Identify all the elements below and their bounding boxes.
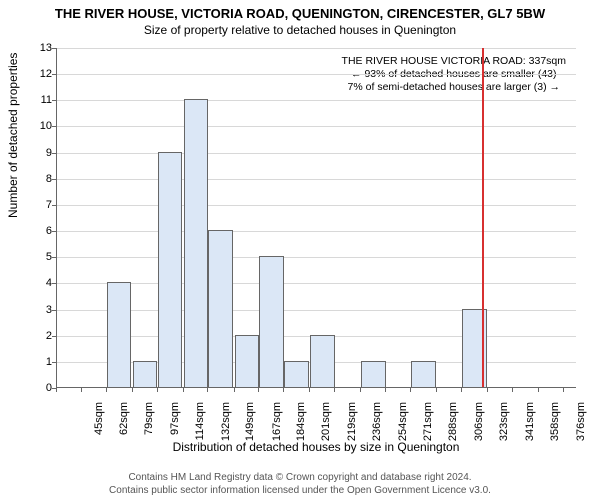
gridline (57, 179, 576, 180)
x-tick-mark (207, 388, 208, 392)
x-tick-mark (512, 388, 513, 392)
x-tick-mark (538, 388, 539, 392)
y-tick-label: 6 (12, 225, 52, 237)
histogram-bar (158, 152, 183, 387)
x-tick-mark (81, 388, 82, 392)
gridline (57, 205, 576, 206)
gridline (57, 283, 576, 284)
x-axis-label: Distribution of detached houses by size … (173, 440, 460, 454)
gridline (57, 48, 576, 49)
x-tick-mark (56, 388, 57, 392)
histogram-bar (133, 361, 158, 387)
x-tick-mark (132, 388, 133, 392)
x-tick-mark (360, 388, 361, 392)
x-tick-mark (309, 388, 310, 392)
histogram-bar (361, 361, 386, 387)
x-tick-mark (436, 388, 437, 392)
chart-title-secondary: Size of property relative to detached ho… (0, 21, 600, 37)
gridline (57, 74, 576, 75)
histogram-bar (259, 256, 284, 387)
x-tick-mark (283, 388, 284, 392)
gridline (57, 126, 576, 127)
y-tick-label: 5 (12, 251, 52, 263)
chart-title-primary: THE RIVER HOUSE, VICTORIA ROAD, QUENINGT… (0, 0, 600, 21)
x-tick-mark (461, 388, 462, 392)
y-tick-label: 0 (12, 382, 52, 394)
gridline (57, 153, 576, 154)
histogram-bar (107, 282, 132, 387)
marker-line (482, 48, 484, 387)
gridline (57, 100, 576, 101)
x-tick-mark (487, 388, 488, 392)
footer-line-1: Contains HM Land Registry data © Crown c… (0, 472, 600, 485)
histogram-bar (235, 335, 260, 387)
y-tick-label: 2 (12, 330, 52, 342)
histogram-bar (411, 361, 436, 387)
x-tick-mark (183, 388, 184, 392)
chart-stage: 01234567891011121345sqm62sqm79sqm97sqm11… (0, 40, 600, 450)
x-tick-mark (258, 388, 259, 392)
histogram-bar (310, 335, 335, 387)
x-tick-mark (234, 388, 235, 392)
gridline (57, 231, 576, 232)
y-tick-label: 1 (12, 356, 52, 368)
histogram-bar (284, 361, 309, 387)
y-tick-label: 4 (12, 277, 52, 289)
histogram-bar (184, 99, 209, 387)
y-tick-label: 3 (12, 304, 52, 316)
x-tick-mark (157, 388, 158, 392)
footer-line-2: Contains public sector information licen… (0, 485, 600, 498)
gridline (57, 257, 576, 258)
x-tick-mark (334, 388, 335, 392)
x-tick-mark (563, 388, 564, 392)
x-tick-mark (385, 388, 386, 392)
gridline (57, 310, 576, 311)
x-tick-label: 376sqm (575, 402, 587, 448)
y-axis-label: Number of detached properties (6, 53, 20, 218)
x-tick-mark (106, 388, 107, 392)
x-tick-mark (410, 388, 411, 392)
chart-footer: Contains HM Land Registry data © Crown c… (0, 472, 600, 497)
histogram-bar (208, 230, 233, 387)
plot-area (56, 48, 576, 388)
